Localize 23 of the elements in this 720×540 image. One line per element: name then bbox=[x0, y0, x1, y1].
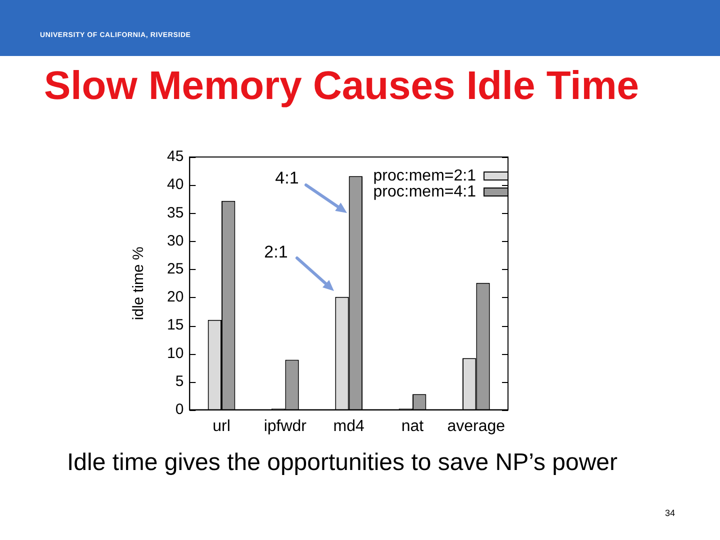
y-axis-title: idle time % bbox=[130, 246, 148, 320]
x-tick-label: url bbox=[212, 418, 230, 435]
legend-label: proc:mem=4:1 bbox=[373, 183, 476, 200]
text: Idle time gives the opportunities to save NP’s power bbox=[67, 449, 618, 477]
y-tick-label: 5 bbox=[175, 372, 184, 390]
y-tick-label: 30 bbox=[166, 232, 184, 250]
x-tick-label: nat bbox=[401, 418, 424, 435]
y-tick-label: 45 bbox=[166, 148, 184, 166]
y-tick-label: 40 bbox=[166, 176, 184, 194]
annotation: 2:1 bbox=[264, 242, 288, 262]
y-tick-label: 0 bbox=[175, 400, 184, 418]
y-tick-label: 10 bbox=[166, 344, 184, 362]
text: 34 bbox=[665, 508, 676, 518]
x-tick-label: ipfwdr bbox=[264, 418, 308, 435]
y-tick-label: 25 bbox=[166, 260, 184, 278]
x-tick-label: md4 bbox=[333, 418, 365, 435]
chart-title: Slow Memory Causes Idle Time bbox=[44, 64, 640, 109]
annotation: 4:1 bbox=[275, 168, 299, 188]
legend-label: proc:mem=2:1 bbox=[373, 167, 476, 184]
y-tick-label: 20 bbox=[166, 288, 184, 306]
y-tick-label: 35 bbox=[166, 204, 184, 222]
y-tick-label: 15 bbox=[166, 316, 184, 334]
x-tick-label: average bbox=[447, 418, 506, 435]
